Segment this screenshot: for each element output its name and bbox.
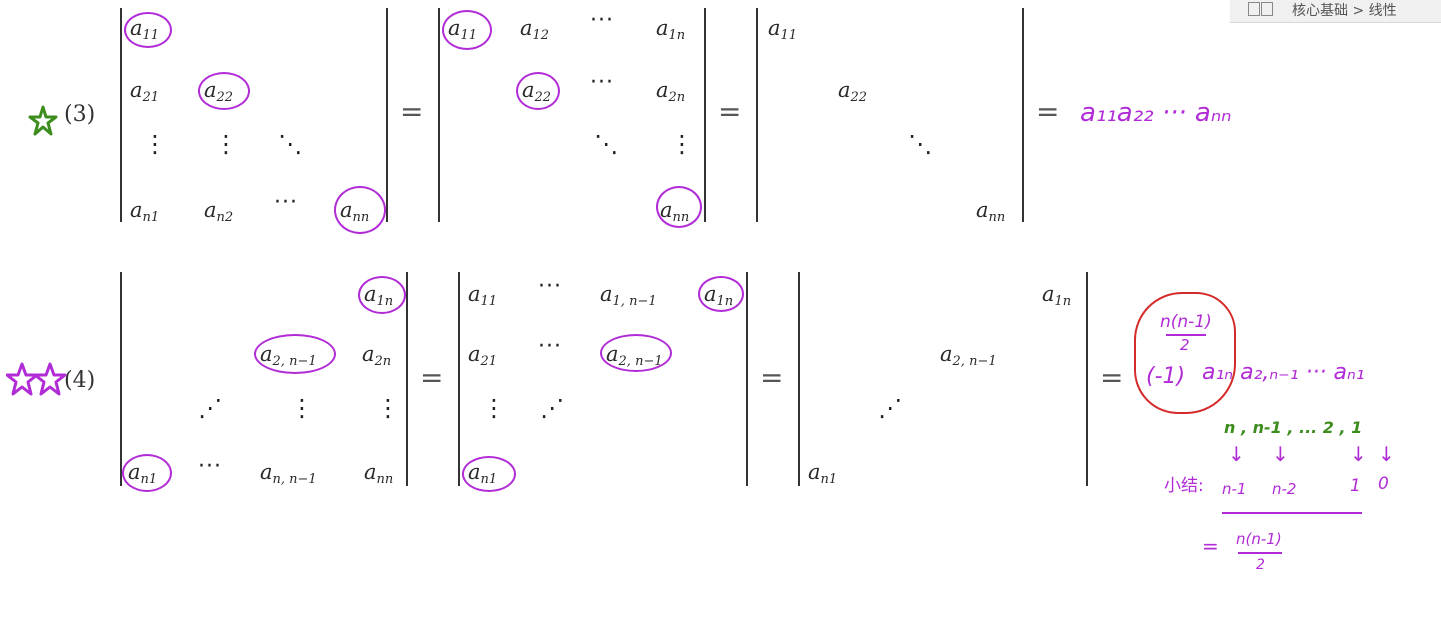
det3b-left-bar	[438, 8, 440, 222]
highlight-circle	[462, 456, 516, 492]
entry-a2n1: a2, n−1	[940, 342, 997, 369]
det3-left-bar	[120, 8, 122, 222]
arrow-down-icon: ↓	[1378, 442, 1395, 466]
adots: ⋰	[198, 394, 222, 422]
vdots: ⋮	[214, 130, 238, 158]
det4-right-bar	[406, 272, 408, 486]
highlight-circle	[656, 186, 702, 228]
double-star-icon	[6, 362, 67, 396]
equals-sign: =	[718, 95, 742, 128]
det3-right-bar	[386, 8, 388, 222]
top-tab-fragment: 核心基础 > 线性	[1230, 0, 1441, 23]
hdots: ···	[590, 8, 614, 33]
ddots: ⋱	[278, 130, 302, 158]
highlight-circle	[698, 276, 744, 312]
adots: ⋰	[540, 394, 564, 422]
sum-underline	[1222, 512, 1362, 514]
det4b-right-bar	[746, 272, 748, 486]
equals-sign: =	[760, 361, 784, 394]
adots: ⋰	[878, 394, 902, 422]
det3c-right-bar	[1022, 8, 1024, 222]
entry-ann: ann	[976, 198, 1006, 225]
entry-an1: an1	[130, 198, 160, 225]
highlight-circle	[254, 334, 336, 374]
vdots: ⋮	[670, 130, 694, 158]
sign-highlight-circle	[1134, 292, 1236, 414]
entry-a11: a11	[468, 282, 498, 309]
det3c-left-bar	[756, 8, 758, 222]
summary-label: 小结:	[1164, 476, 1204, 496]
entry-a12: a12	[520, 16, 550, 43]
highlight-circle	[442, 10, 492, 50]
sign-factor: (-1)	[1146, 364, 1186, 389]
highlight-circle	[124, 12, 172, 48]
entry-a21: a21	[468, 342, 498, 369]
sequence-bottom-4: 0	[1378, 474, 1389, 494]
ddots: ⋱	[594, 130, 618, 158]
vdots: ⋮	[290, 394, 314, 422]
entry-a22: a22	[838, 78, 868, 105]
det4c-right-bar	[1086, 272, 1088, 486]
fraction-line	[1166, 334, 1206, 336]
entry-a1n1: a1, n−1	[600, 282, 657, 309]
entry-a1n: a1n	[1042, 282, 1072, 309]
vdots: ⋮	[482, 394, 506, 422]
item-label-3: (3)	[64, 102, 96, 127]
highlight-circle	[516, 72, 560, 110]
sequence-bottom-2: n-2	[1272, 480, 1297, 498]
highlight-circle	[122, 454, 172, 492]
equals-sign: =	[400, 95, 424, 128]
sum-numerator: n(n-1)	[1236, 530, 1282, 548]
page-icon-2	[1261, 2, 1273, 16]
sequence-bottom-1: n-1	[1222, 480, 1247, 498]
star-icon-green	[28, 105, 58, 136]
result-3: a₁₁a₂₂ ··· aₙₙ	[1080, 98, 1232, 128]
product-term: a₁ₙ a₂,ₙ₋₁ ··· aₙ₁	[1202, 360, 1365, 385]
equals-sign: =	[1036, 95, 1060, 128]
breadcrumb: 核心基础 > 线性	[1292, 3, 1397, 19]
arrow-down-icon: ↓	[1350, 442, 1367, 466]
entry-a21: a21	[130, 78, 160, 105]
hdots: ···	[590, 70, 614, 95]
hdots: ···	[198, 454, 222, 479]
entry-a2n: a2n	[656, 78, 686, 105]
page-icon	[1248, 2, 1260, 16]
hdots: ···	[274, 190, 298, 215]
entry-a2n: a2n	[362, 342, 392, 369]
highlight-circle	[334, 186, 386, 234]
exponent-numerator: n(n-1)	[1160, 312, 1212, 332]
det4-left-bar	[120, 272, 122, 486]
sum-fraction-line	[1238, 552, 1282, 554]
sequence-bottom-3: 1	[1350, 476, 1361, 496]
arrow-down-icon: ↓	[1272, 442, 1289, 466]
vdots: ⋮	[376, 394, 400, 422]
ddots: ⋱	[908, 130, 932, 158]
equals-sign: =	[420, 361, 444, 394]
hdots: ···	[538, 274, 562, 299]
entry-ann1: an, n−1	[260, 460, 317, 487]
entry-an1: an1	[808, 460, 838, 487]
equals-sign: =	[1100, 361, 1124, 394]
highlight-circle	[600, 334, 672, 372]
arrow-down-icon: ↓	[1228, 442, 1245, 466]
det3b-right-bar	[704, 8, 706, 222]
entry-a11: a11	[768, 16, 798, 43]
vdots: ⋮	[143, 130, 167, 158]
entry-ann: ann	[364, 460, 394, 487]
highlight-circle	[358, 276, 406, 314]
sequence-top: n , n-1 , ... 2 , 1	[1224, 418, 1363, 437]
det4b-left-bar	[458, 272, 460, 486]
entry-an2: an2	[204, 198, 234, 225]
sum-equals: =	[1202, 534, 1219, 558]
highlight-circle	[198, 72, 250, 110]
entry-a1n: a1n	[656, 16, 686, 43]
det4c-left-bar	[798, 272, 800, 486]
hdots: ···	[538, 334, 562, 359]
exponent-denominator: 2	[1180, 336, 1190, 354]
sum-denominator: 2	[1256, 557, 1265, 573]
item-label-4: (4)	[64, 368, 96, 393]
